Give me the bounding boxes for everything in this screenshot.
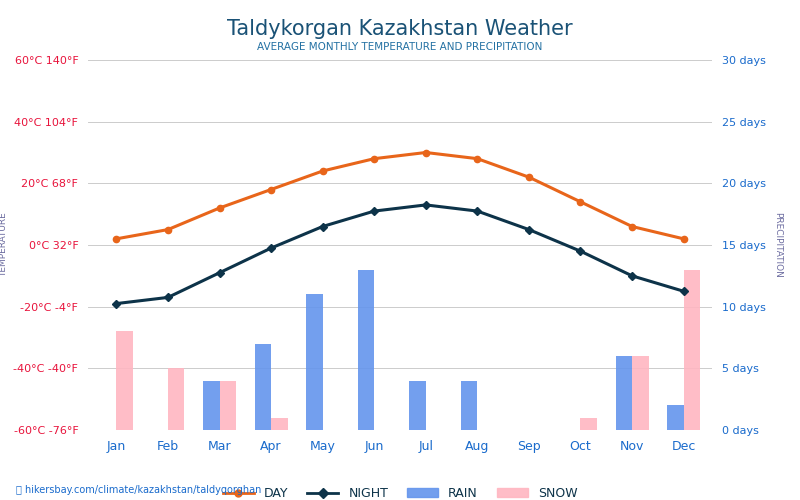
Bar (358, 270, 374, 430)
Bar (581, 418, 597, 430)
Bar (615, 356, 632, 430)
Bar (254, 344, 271, 430)
Bar (306, 294, 322, 430)
Title: Taldykorgan Kazakhstan Weather: Taldykorgan Kazakhstan Weather (227, 19, 573, 39)
Bar (116, 332, 133, 430)
Bar (219, 380, 236, 430)
Text: AVERAGE MONTHLY TEMPERATURE AND PRECIPITATION: AVERAGE MONTHLY TEMPERATURE AND PRECIPIT… (258, 42, 542, 52)
Bar (203, 380, 219, 430)
Bar (632, 356, 649, 430)
Bar (271, 418, 287, 430)
Bar (684, 270, 700, 430)
Text: ⓘ hikersbay.com/climate/kazakhstan/taldyqorghan: ⓘ hikersbay.com/climate/kazakhstan/taldy… (16, 485, 262, 495)
Y-axis label: TEMPERATURE: TEMPERATURE (0, 212, 8, 278)
Bar (667, 406, 684, 430)
Bar (168, 368, 185, 430)
Bar (461, 380, 478, 430)
Legend: DAY, NIGHT, RAIN, SNOW: DAY, NIGHT, RAIN, SNOW (218, 482, 582, 500)
Bar (410, 380, 426, 430)
Y-axis label: PRECIPITATION: PRECIPITATION (774, 212, 782, 278)
